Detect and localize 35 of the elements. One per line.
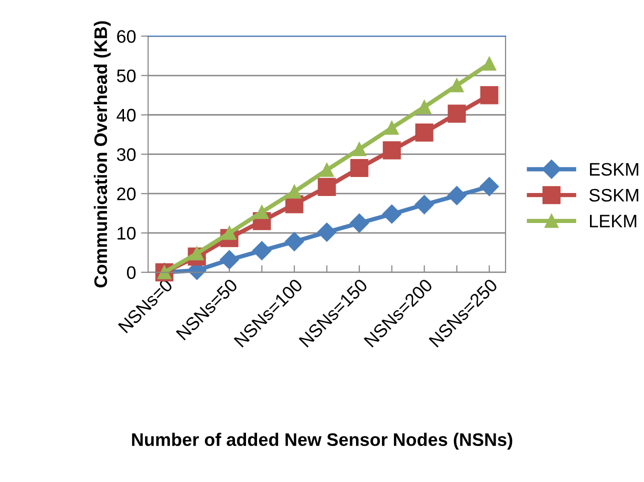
point	[320, 163, 334, 177]
point	[417, 100, 432, 114]
point	[350, 158, 368, 178]
y-tick-label: 40	[116, 108, 136, 122]
point	[350, 214, 369, 233]
point	[384, 120, 399, 135]
x-axis-title: Number of added New Sensor Nodes (NSNs)	[132, 432, 512, 450]
y-tick-label: 10	[118, 226, 136, 240]
point	[382, 141, 401, 160]
point	[480, 176, 499, 196]
legend-label: LEKM	[590, 214, 636, 228]
point	[480, 86, 498, 104]
point	[450, 78, 464, 92]
point	[284, 232, 304, 252]
y-tick-label: 60	[117, 30, 136, 43]
point	[414, 195, 434, 214]
point	[220, 250, 239, 270]
point	[317, 222, 336, 242]
point	[448, 104, 466, 123]
point	[352, 142, 366, 156]
point	[252, 241, 272, 260]
y-tick-label: 50	[116, 69, 136, 82]
point	[287, 184, 302, 199]
y-tick-label: 30	[116, 148, 136, 161]
point	[318, 178, 336, 196]
y-tick-label: 20	[117, 188, 136, 200]
legend-label: SSKM	[589, 188, 638, 202]
y-tick-label: 0	[126, 266, 136, 280]
point	[447, 186, 466, 206]
point	[482, 56, 496, 71]
point	[415, 124, 434, 142]
point	[382, 204, 402, 224]
y-axis-title: Communication Overhead (KB)	[94, 21, 111, 288]
point	[254, 205, 269, 220]
legend-label: ESKM	[590, 162, 638, 176]
